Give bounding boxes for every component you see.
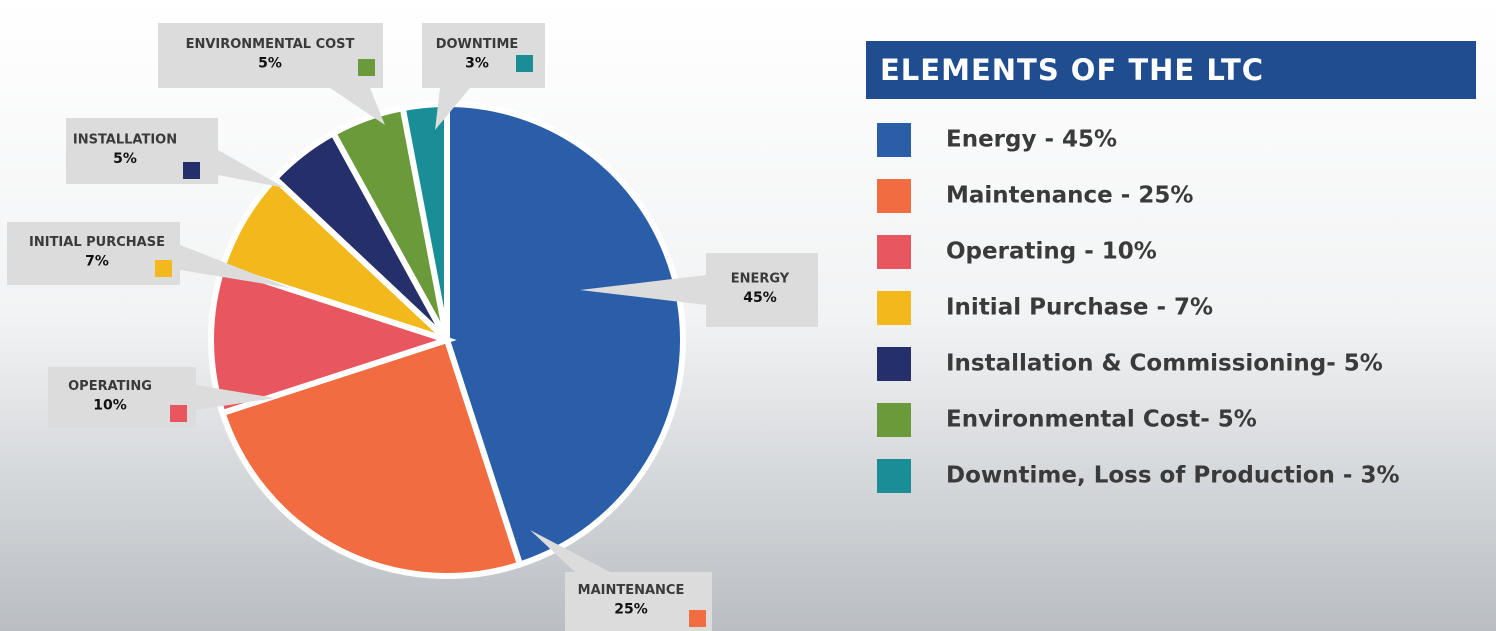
legend-swatch [877,459,911,493]
callout-swatch [689,610,706,627]
callout-value: 7% [85,254,109,270]
legend-swatch [877,347,911,381]
callout-swatch [183,162,200,179]
callout-swatch [516,55,533,72]
legend-title: ELEMENTS OF THE LTC [880,53,1264,87]
legend-label: Downtime, Loss of Production - 3% [946,463,1400,489]
pie-slice [218,336,524,579]
legend-label: Operating - 10% [946,239,1157,265]
callout-pointer [218,150,285,188]
callout-box [7,222,180,285]
pie-slice [444,100,686,569]
legend-swatch [877,403,911,437]
callout-value: 45% [743,290,777,306]
legend-label: Energy - 45% [946,127,1117,153]
callout-swatch [358,59,375,76]
callout-pointer [180,245,290,288]
callout-category: DOWNTIME [436,37,519,52]
callout-value: 5% [113,151,137,167]
callout-value: 25% [614,602,648,618]
callout-category: MAINTENANCE [578,583,685,598]
callout-pointer [435,88,470,130]
legend-label: Maintenance - 25% [946,183,1193,209]
legend-swatch [877,123,911,157]
legend-swatch [877,291,911,325]
callout-category: INSTALLATION [73,133,177,148]
callout-pointer [196,385,275,410]
legend-label: Environmental Cost- 5% [946,407,1257,433]
callout-box [158,23,383,88]
callout-box [706,253,818,327]
callout-value: 10% [93,398,127,414]
callout-category: OPERATING [68,379,152,394]
legend-swatch [877,179,911,213]
callout-swatch [155,260,172,277]
callout-pointer [580,275,706,305]
callout-category: INITIAL PURCHASE [29,235,165,250]
callout-pointer [330,88,385,125]
callout-box [565,572,712,631]
legend-header [866,41,1476,99]
legend-swatch [877,235,911,269]
legend-label: Initial Purchase - 7% [946,295,1213,321]
callout-value: 3% [465,56,489,72]
callout-pointer [530,530,610,572]
legend-label: Installation & Commissioning- 5% [946,351,1383,377]
callout-category: ENERGY [731,272,790,287]
callout-value: 5% [258,56,282,72]
callout-swatch [170,405,187,422]
callout-category: ENVIRONMENTAL COST [186,37,355,52]
